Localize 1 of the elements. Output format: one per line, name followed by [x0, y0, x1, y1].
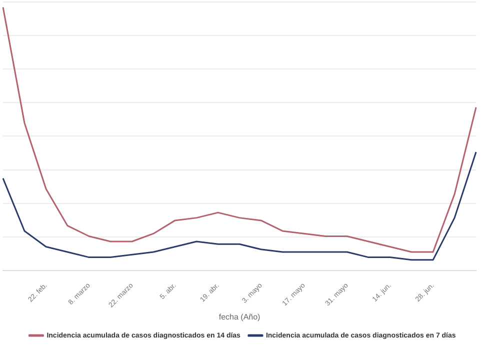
x-axis-title: fecha (Año) [218, 312, 261, 322]
